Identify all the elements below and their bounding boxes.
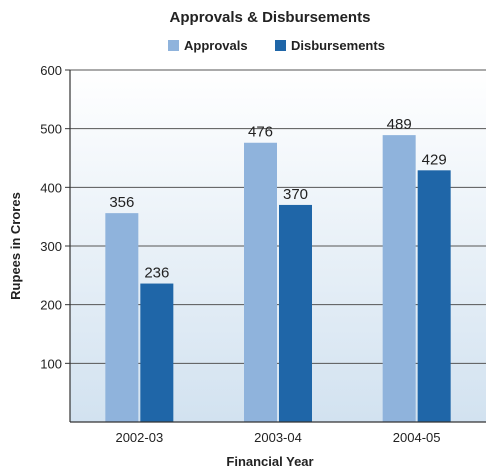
bar-disbursements-2002-03	[140, 283, 174, 422]
legend-swatch-approvals	[168, 40, 179, 51]
y-tick-label: 400	[40, 180, 62, 195]
bar-approvals-2003-04	[244, 142, 277, 422]
y-tick-label: 600	[40, 63, 62, 78]
x-axis-title: Financial Year	[226, 454, 313, 469]
data-label-approvals-2002-03: 356	[109, 194, 134, 211]
data-labels: 356 236 476 370 489 429	[109, 116, 446, 281]
bar-disbursements-2004-05	[417, 170, 451, 422]
y-axis-ticks: 100 200 300 400 500 600	[40, 63, 70, 371]
data-label-disbursements-2004-05: 429	[422, 151, 447, 168]
y-tick-label: 200	[40, 298, 62, 313]
x-axis-ticks: 2002-03 2003-04 2004-05	[115, 430, 440, 445]
bar-approvals-2004-05	[382, 135, 416, 422]
x-tick-label: 2004-05	[393, 430, 441, 445]
x-tick-label: 2002-03	[115, 430, 163, 445]
data-label-approvals-2004-05: 489	[387, 116, 412, 133]
bar-disbursements-2003-04	[279, 204, 312, 422]
y-tick-label: 100	[40, 356, 62, 371]
data-label-disbursements-2002-03: 236	[144, 265, 169, 282]
legend-label-disbursements: Disbursements	[291, 38, 385, 53]
y-axis-title: Rupees in Crores	[8, 192, 23, 300]
y-tick-label: 500	[40, 122, 62, 137]
x-tick-label: 2003-04	[254, 430, 302, 445]
y-tick-label: 300	[40, 239, 62, 254]
data-label-disbursements-2003-04: 370	[283, 186, 308, 203]
gridlines	[70, 69, 486, 364]
chart-title: Approvals & Disbursements	[170, 9, 371, 26]
bar-approvals-2002-03	[105, 213, 139, 422]
legend-swatch-disbursements	[275, 40, 286, 51]
legend-label-approvals: Approvals	[184, 38, 248, 53]
bars	[105, 135, 451, 422]
data-label-approvals-2003-04: 476	[248, 124, 273, 141]
legend: Approvals Disbursements	[168, 38, 385, 53]
